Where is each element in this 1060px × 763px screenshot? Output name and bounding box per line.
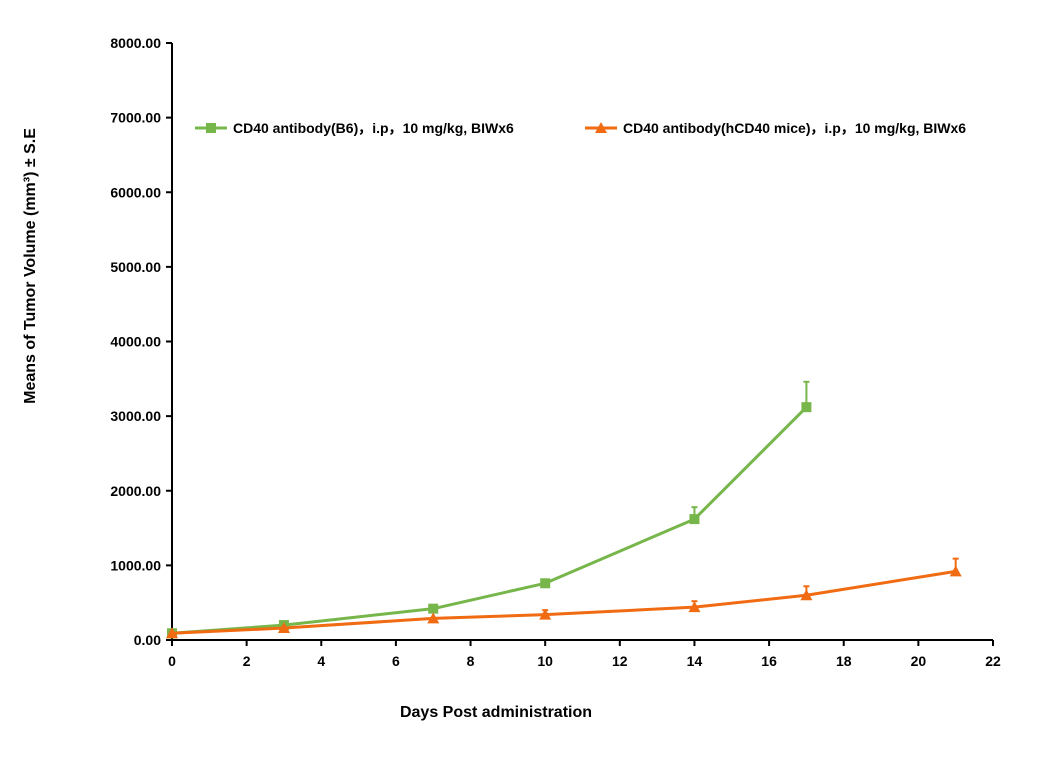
data-point	[539, 608, 552, 620]
legend-item-2: CD40 antibody(hCD40 mice)，i.p，10 mg/kg, …	[585, 120, 966, 136]
legend: CD40 antibody(B6)，i.p，10 mg/kg, BIWx6 CD4…	[195, 120, 966, 136]
y-axis-title: Means of Tumor Volume (mm³) ± S.E	[22, 128, 39, 404]
y-tick-label: 1000.00	[110, 557, 161, 573]
data-point	[428, 603, 439, 614]
data-point	[427, 612, 440, 624]
legend-item-1: CD40 antibody(B6)，i.p，10 mg/kg, BIWx6	[195, 120, 514, 136]
x-tick-label: 4	[317, 653, 325, 669]
series-1	[167, 380, 812, 639]
y-tick-label: 2000.00	[110, 483, 161, 499]
x-tick-label: 8	[467, 653, 475, 669]
ticks: 0.00 1000.00 2000.00 3000.00 4000.00 5000.00 6…	[110, 35, 1001, 669]
data-point	[800, 589, 813, 601]
data-point	[277, 622, 290, 634]
data-point	[801, 402, 812, 413]
y-tick-label: 0.00	[134, 632, 161, 648]
x-tick-label: 6	[392, 653, 400, 669]
y-tick-label: 8000.00	[110, 35, 161, 51]
data-point	[166, 627, 178, 639]
x-tick-label: 18	[836, 653, 852, 669]
y-tick-label: 6000.00	[110, 184, 161, 200]
legend-label: CD40 antibody(B6)，i.p，10 mg/kg, BIWx6	[233, 120, 514, 136]
x-tick-label: 20	[911, 653, 927, 669]
legend-marker	[595, 122, 607, 133]
x-axis-title: Days Post administration	[400, 704, 592, 721]
legend-marker	[206, 123, 216, 133]
x-tick-label: 22	[985, 653, 1001, 669]
y-tick-label: 5000.00	[110, 259, 161, 275]
data-point	[689, 514, 700, 525]
data-point	[540, 578, 551, 589]
y-tick-label: 3000.00	[110, 408, 161, 424]
y-tick-label: 4000.00	[110, 334, 161, 350]
x-tick-label: 2	[243, 653, 251, 669]
x-tick-label: 0	[168, 653, 176, 669]
x-tick-label: 12	[612, 653, 628, 669]
x-tick-label: 14	[687, 653, 703, 669]
data-point	[688, 601, 701, 613]
series-line	[171, 406, 808, 635]
x-tick-label: 16	[761, 653, 777, 669]
series-layer	[166, 380, 962, 639]
data-point	[949, 565, 962, 577]
x-tick-label: 10	[537, 653, 553, 669]
series-2	[166, 557, 962, 639]
y-tick-label: 7000.00	[110, 110, 161, 126]
legend-label: CD40 antibody(hCD40 mice)，i.p，10 mg/kg, …	[623, 120, 966, 136]
